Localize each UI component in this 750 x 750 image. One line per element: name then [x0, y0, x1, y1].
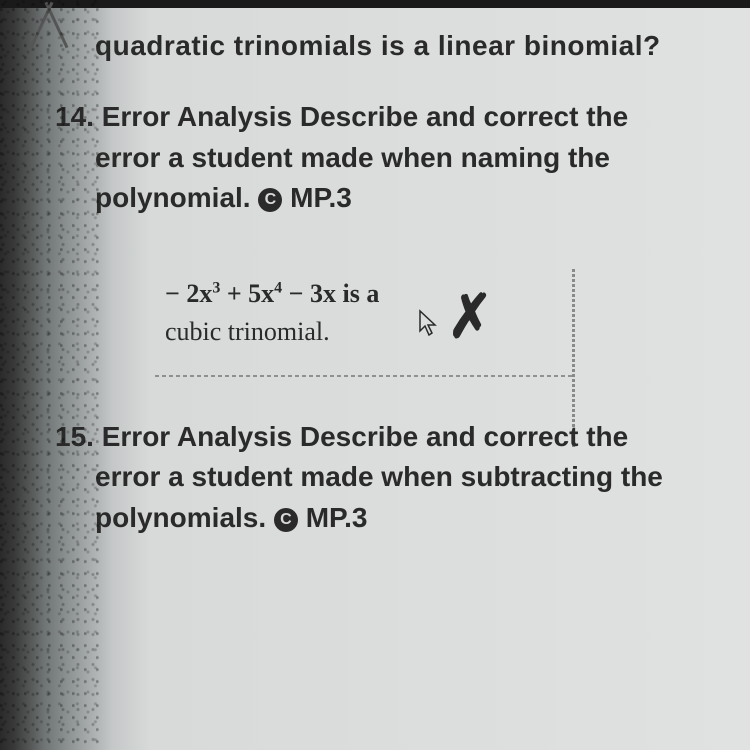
problem-14-text-3: polynomial. [95, 182, 251, 213]
work-box-bottom-border [155, 375, 575, 377]
problem-15: 15. Error Analysis Describe and correct … [95, 417, 730, 539]
problem-15-standard: MP.3 [306, 502, 368, 533]
student-work-box: − 2x3 + 5x4 − 3x is a cubic trinomial. ✗ [155, 259, 575, 377]
problem-15-number: 15. [55, 421, 94, 452]
incorrect-x-mark-icon: ✗ [447, 282, 492, 352]
problem-14-body: 14. Error Analysis Describe and correct … [95, 97, 730, 219]
problem-15-title: Error Analysis [102, 421, 292, 452]
cursor-icon [418, 309, 440, 342]
tick-mark-decoration [30, 0, 70, 60]
problem-14-title: Error Analysis [102, 101, 292, 132]
copyright-circle-icon: C [258, 188, 282, 212]
problem-15-text-3: polynomials. [95, 502, 266, 533]
problem-15-text-1: Describe and correct the [300, 421, 628, 452]
work-box-right-border [572, 269, 575, 449]
problem-15-body: 15. Error Analysis Describe and correct … [95, 417, 730, 539]
problem-15-text-2: error a student made when subtracting th… [95, 461, 663, 492]
problem-14-standard: MP.3 [290, 182, 352, 213]
problem-14-number: 14. [55, 101, 94, 132]
problem-14-text-2: error a student made when naming the [95, 142, 610, 173]
problem-14-text-1: Describe and correct the [300, 101, 628, 132]
problem-14: 14. Error Analysis Describe and correct … [95, 97, 730, 377]
top-dark-bar [0, 0, 750, 8]
page-content: quadratic trinomials is a linear binomia… [0, 0, 750, 589]
previous-question-fragment: quadratic trinomials is a linear binomia… [95, 30, 730, 62]
copyright-circle-icon-2: C [274, 508, 298, 532]
